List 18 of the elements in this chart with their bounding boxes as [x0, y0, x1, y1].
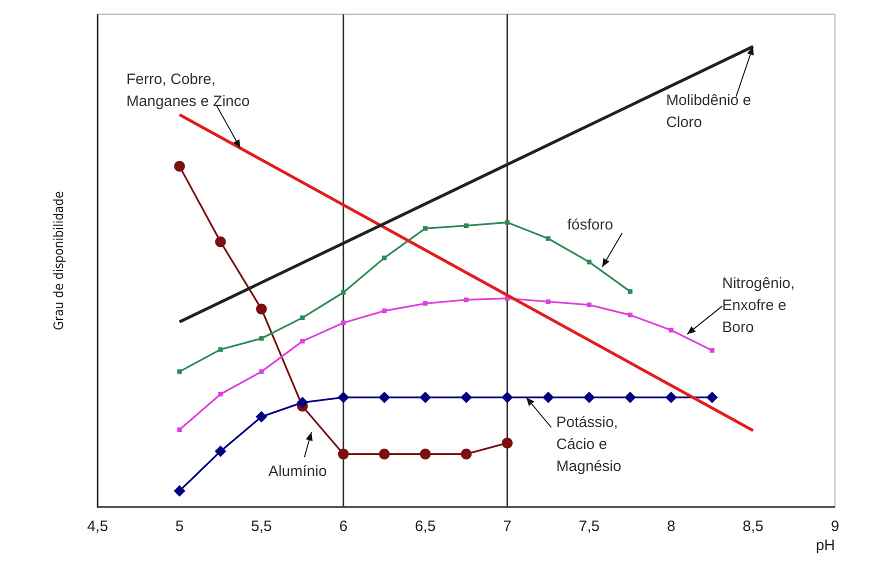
series-label: Molibdênio e Cloro [666, 92, 752, 132]
x-tick-label: 8 [666, 518, 676, 536]
x-tick-label: 6,5 [414, 518, 436, 536]
x-tick-label: 4,5 [87, 518, 108, 536]
x-axis-title: pH [816, 537, 835, 554]
series-label: Ferro, Cobre, Manganes e Zinco [126, 70, 250, 110]
x-tick-label: 7,5 [578, 518, 600, 536]
x-tick-label: 7 [503, 518, 512, 536]
x-tick-label: 6 [339, 518, 348, 536]
series-label: Potássio, Cácio e Magnésio [556, 414, 622, 476]
x-tick-label: 8,5 [742, 518, 764, 536]
x-tick-label: 5,5 [251, 518, 272, 536]
series-label: Alumínio [268, 462, 327, 480]
series-label: fósforo [567, 216, 614, 234]
series-label: Nitrogênio, Enxofre e Boro [722, 274, 795, 336]
y-axis-title: Grau de disponibilidade [52, 191, 68, 330]
x-tick-label: 9 [830, 518, 840, 536]
x-tick-label: 5 [175, 518, 184, 536]
